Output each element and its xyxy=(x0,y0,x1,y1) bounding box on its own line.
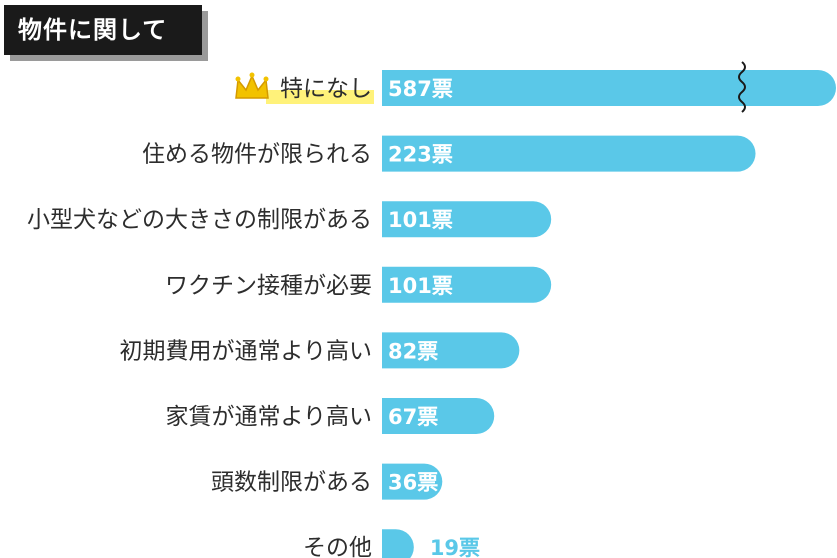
bar xyxy=(382,201,552,238)
category-label: 小型犬などの大きさの制限がある xyxy=(27,207,372,233)
value-label: 19票 xyxy=(430,536,480,558)
axis-break-mark xyxy=(738,61,746,113)
category-label: 頭数制限がある xyxy=(211,470,372,496)
value-label: 101票 xyxy=(388,208,453,232)
category-label: 家賃が通常より高い xyxy=(165,404,372,430)
bar xyxy=(382,266,552,303)
bar xyxy=(382,70,836,106)
chart-title: 物件に関して xyxy=(4,5,202,55)
category-label: 特になし xyxy=(280,76,372,102)
value-label: 82票 xyxy=(388,339,438,363)
value-label: 36票 xyxy=(388,471,438,495)
category-label: ワクチン接種が必要 xyxy=(165,273,372,299)
value-label: 67票 xyxy=(388,405,438,429)
category-label: 住める物件が限られる xyxy=(142,142,372,168)
bar xyxy=(382,529,414,558)
bar xyxy=(382,398,495,434)
bar xyxy=(382,463,443,500)
value-label: 223票 xyxy=(388,143,453,167)
value-label: 587票 xyxy=(388,77,453,101)
label-highlight xyxy=(266,90,374,104)
crown-icon xyxy=(235,72,269,99)
category-label: 初期費用が通常より高い xyxy=(119,338,372,364)
category-label: その他 xyxy=(303,535,372,558)
bar xyxy=(382,332,520,369)
value-label: 101票 xyxy=(388,274,453,298)
bar xyxy=(382,135,756,172)
